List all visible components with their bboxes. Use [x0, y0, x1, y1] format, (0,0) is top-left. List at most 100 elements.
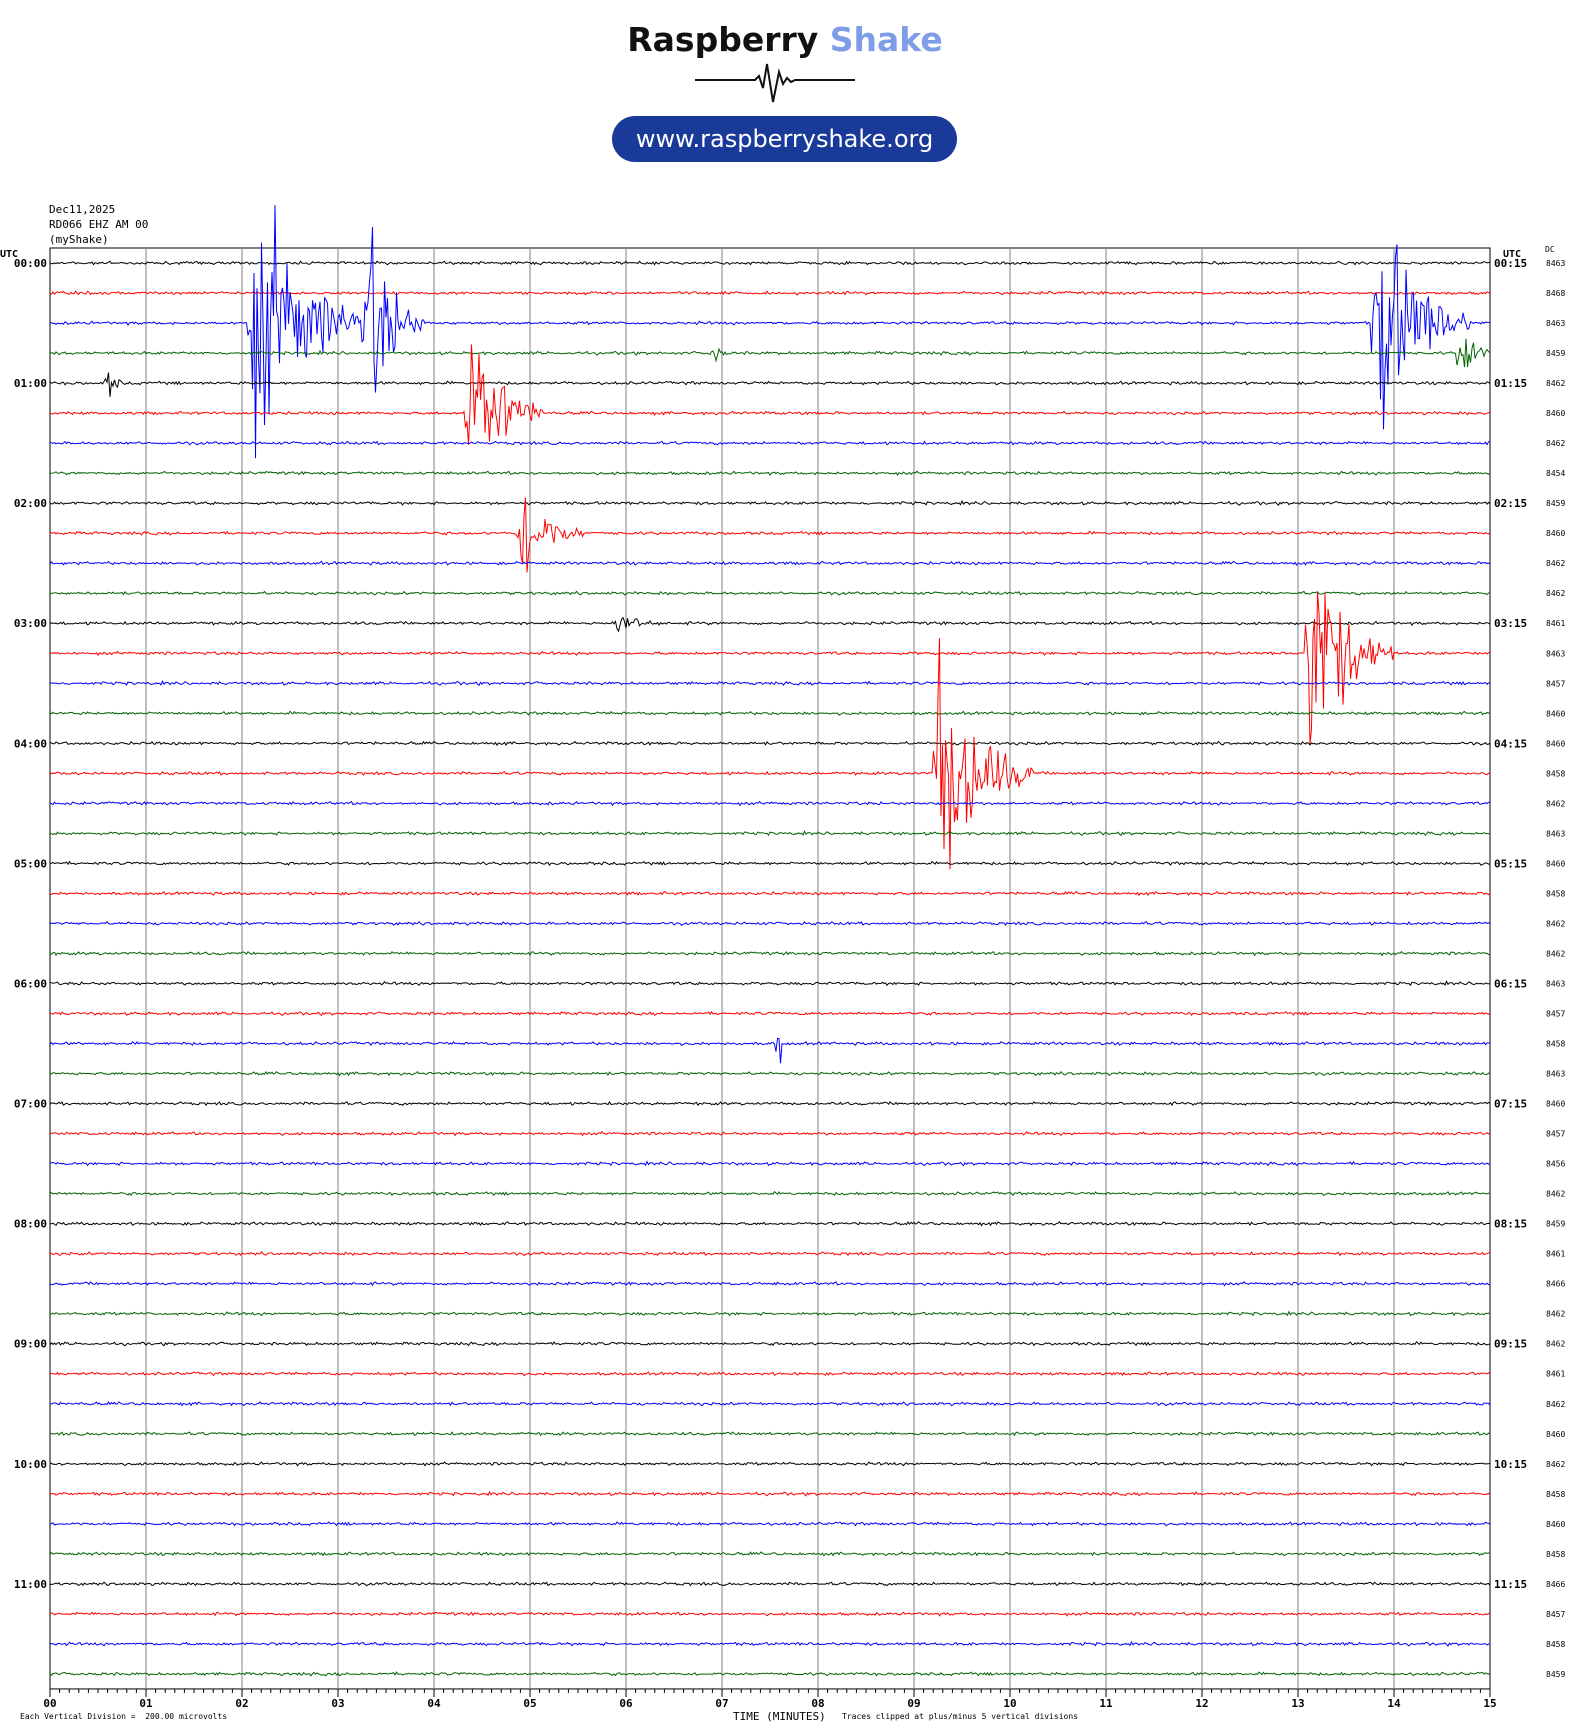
dc-offset-label: 8463	[1546, 319, 1565, 328]
trace-line	[49, 1490, 1491, 1497]
right-time-label: 00:15	[1494, 257, 1527, 270]
dc-offset-label: 8461	[1546, 1250, 1565, 1259]
trace-line	[49, 205, 1491, 459]
x-tick-label: 15	[1483, 1697, 1496, 1710]
left-time-label: 07:00	[14, 1098, 47, 1111]
trace-line	[49, 470, 1491, 477]
trace-line	[49, 1640, 1491, 1647]
dc-offset-label: 8458	[1546, 1490, 1565, 1499]
station-label: RD066 EHZ AM 00	[49, 218, 149, 231]
trace-line	[49, 1281, 1491, 1287]
trace-line	[49, 1521, 1491, 1527]
trace-line	[49, 920, 1491, 926]
right-time-label: 03:15	[1494, 617, 1527, 630]
plot-frame	[49, 247, 1491, 1690]
dc-offset-label: 8458	[1546, 769, 1565, 778]
clip-note: Traces clipped at plus/minus 5 vertical …	[842, 1712, 1079, 1721]
dc-offset-label: 8458	[1546, 1040, 1565, 1049]
trace-line	[49, 1070, 1491, 1077]
traces	[49, 205, 1491, 1677]
trace-line	[49, 890, 1491, 897]
trace-line	[49, 1611, 1491, 1617]
right-time-label: 09:15	[1494, 1338, 1527, 1351]
trace-line	[49, 1551, 1491, 1557]
trace-line	[49, 800, 1491, 807]
dc-offset-label: 8456	[1546, 1160, 1565, 1169]
left-time-label: 02:00	[14, 497, 47, 510]
x-tick-label: 00	[43, 1697, 56, 1710]
left-time-label: 10:00	[14, 1458, 47, 1471]
dc-title: DC	[1545, 245, 1555, 254]
trace-line	[49, 1037, 1491, 1064]
dc-offset-label: 8457	[1546, 1610, 1565, 1619]
trace-line	[49, 710, 1491, 716]
dc-offset-label: 8460	[1546, 1430, 1565, 1439]
dc-offset-label: 8460	[1546, 1520, 1565, 1529]
trace-line	[49, 1160, 1491, 1167]
dc-offset-label: 8460	[1546, 529, 1565, 538]
trace-line	[49, 1190, 1490, 1197]
dc-offset-label: 8459	[1546, 1220, 1565, 1229]
x-tick-label: 12	[1195, 1697, 1208, 1710]
division-note: Each Vertical Division = 200.00 microvol…	[20, 1712, 228, 1721]
dc-offset-label: 8463	[1546, 829, 1565, 838]
left-utc-title: UTC	[0, 249, 18, 260]
dc-offset-label: 8463	[1546, 259, 1565, 268]
x-tick-label: 05	[523, 1697, 536, 1710]
left-time-label: 11:00	[14, 1578, 47, 1591]
x-tick-label: 01	[139, 1697, 153, 1710]
right-time-label: 02:15	[1494, 497, 1527, 510]
x-tick-label: 03	[331, 1697, 344, 1710]
trace-line	[50, 1461, 1491, 1467]
left-time-label: 03:00	[14, 617, 47, 630]
dc-offset-label: 8468	[1546, 289, 1565, 298]
dc-offset-label: 8460	[1546, 409, 1565, 418]
trace-line	[49, 1371, 1491, 1377]
x-tick-label: 14	[1387, 1697, 1401, 1710]
website-link[interactable]: www.raspberryshake.org	[612, 116, 957, 162]
dc-offset-label: 8459	[1546, 1670, 1565, 1679]
dc-offset-label: 8461	[1546, 1370, 1565, 1379]
grid	[49, 247, 1491, 1697]
dc-offset-label: 8460	[1546, 859, 1565, 868]
trace-line	[49, 440, 1491, 446]
trace-line	[49, 616, 1491, 633]
trace-line	[49, 1101, 1491, 1107]
dc-offset-label: 8462	[1546, 1340, 1565, 1349]
trace-line	[49, 679, 1491, 687]
right-time-label: 05:15	[1494, 857, 1527, 870]
dc-offset-label: 8466	[1546, 1580, 1565, 1589]
dc-offset-label: 8459	[1546, 349, 1565, 358]
trace-line	[49, 980, 1491, 987]
dc-offset-label: 8462	[1546, 439, 1565, 448]
trace-line	[49, 950, 1491, 957]
dc-offset-label: 8457	[1546, 1130, 1565, 1139]
dc-offset-label: 8460	[1546, 739, 1565, 748]
trace-line	[49, 638, 1491, 870]
dc-offset-label: 8462	[1546, 949, 1565, 958]
dc-offset-label: 8457	[1546, 1010, 1565, 1019]
brand-shake: Shake	[829, 20, 943, 59]
x-tick-label: 06	[619, 1697, 633, 1710]
right-utc-title: UTC	[1503, 249, 1521, 260]
x-tick-label: 09	[907, 1697, 920, 1710]
right-time-label: 10:15	[1494, 1458, 1527, 1471]
date-label: Dec11,2025	[49, 203, 116, 216]
right-time-label: 06:15	[1494, 977, 1527, 990]
trace-line	[50, 1581, 1491, 1587]
brand-raspberry: Raspberry	[627, 20, 819, 59]
dc-offset-label: 8458	[1546, 1550, 1565, 1559]
dc-offset-label: 8462	[1546, 1400, 1565, 1409]
seismogram-logo-icon	[695, 63, 855, 103]
left-time-label: 06:00	[14, 977, 47, 990]
left-time-label: 01:00	[14, 377, 47, 390]
axis-labels: 00 01 02 03 04 05 06 07 08 09 10 11 12 13 14 15 UTC UTC DC…	[0, 245, 1565, 1710]
trace-line	[49, 740, 1491, 747]
trace-line	[49, 830, 1491, 837]
x-tick-label: 11	[1099, 1697, 1113, 1710]
x-tick-label: 07	[715, 1697, 728, 1710]
header: Raspberry Shake www.raspberryshake.org	[0, 0, 1570, 180]
trace-line	[49, 290, 1491, 296]
dc-offset-label: 8460	[1546, 1100, 1565, 1109]
left-time-label: 09:00	[14, 1338, 47, 1351]
